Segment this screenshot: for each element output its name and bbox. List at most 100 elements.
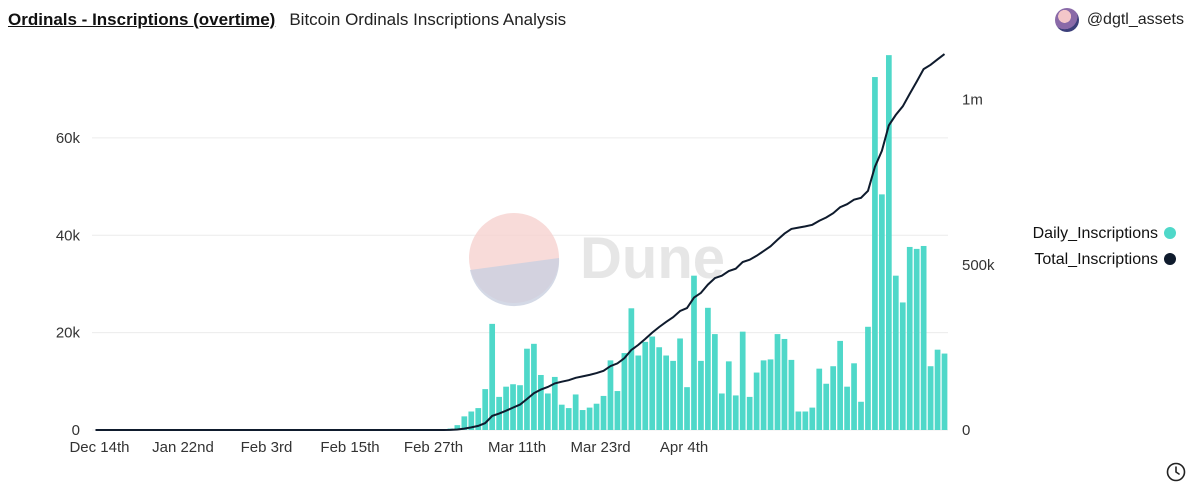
bar-daily-inscriptions[interactable] (538, 374, 544, 430)
chart-subtitle: Bitcoin Ordinals Inscriptions Analysis (289, 10, 567, 29)
bar-daily-inscriptions[interactable] (607, 360, 614, 430)
x-tick-label: Feb 3rd (241, 439, 293, 456)
bar-daily-inscriptions[interactable] (844, 386, 850, 430)
x-tick-label: Feb 27th (404, 439, 463, 456)
avatar (1054, 8, 1079, 32)
y-right-tick-label: 0 (962, 422, 970, 439)
bar-daily-inscriptions[interactable] (858, 401, 864, 430)
bar-daily-inscriptions[interactable] (524, 348, 530, 430)
x-tick-label: Apr 4th (660, 439, 708, 456)
bar-daily-inscriptions[interactable] (579, 410, 586, 430)
bar-daily-inscriptions[interactable] (746, 396, 753, 430)
total-inscriptions-line (95, 53, 946, 431)
bar-daily-inscriptions[interactable] (489, 323, 496, 430)
bar-daily-inscriptions[interactable] (788, 359, 795, 430)
bar-daily-inscriptions[interactable] (558, 404, 565, 430)
bar-daily-inscriptions[interactable] (649, 336, 656, 430)
bar-daily-inscriptions[interactable] (656, 347, 663, 430)
bar-daily-inscriptions[interactable] (572, 394, 579, 430)
bar-daily-inscriptions[interactable] (892, 275, 899, 430)
legend-marker (1164, 227, 1176, 239)
bar-daily-inscriptions[interactable] (565, 408, 572, 430)
bar-daily-inscriptions[interactable] (503, 386, 509, 430)
x-axis-ticks: Dec 14th Jan 22nd Feb 3rd Feb 15th Feb 27th M… (69, 439, 708, 456)
bar-daily-inscriptions[interactable] (941, 353, 948, 430)
bar-daily-inscriptions[interactable] (767, 359, 774, 430)
y-left-tick-label: 20k (56, 325, 81, 342)
chart-title-link[interactable]: Ordinals - Inscriptions (overtime) (8, 10, 276, 29)
legend-label[interactable]: Total_Inscriptions (1034, 251, 1158, 268)
bar-daily-inscriptions[interactable] (517, 385, 523, 430)
bar-daily-inscriptions[interactable] (795, 411, 802, 431)
bar-daily-inscriptions[interactable] (809, 407, 816, 430)
bar-daily-inscriptions[interactable] (691, 275, 697, 430)
bar-daily-inscriptions[interactable] (753, 372, 760, 430)
legend-label[interactable]: Daily_Inscriptions (1033, 225, 1158, 242)
bar-daily-inscriptions[interactable] (774, 334, 781, 430)
bar-daily-inscriptions[interactable] (913, 248, 920, 430)
bar-daily-inscriptions[interactable] (621, 353, 628, 430)
bar-daily-inscriptions[interactable] (830, 366, 837, 430)
bar-daily-inscriptions[interactable] (920, 245, 927, 430)
author-handle: @dgtl_assets (1086, 11, 1184, 28)
bar-daily-inscriptions[interactable] (468, 411, 475, 431)
bar-daily-inscriptions[interactable] (531, 343, 537, 430)
bar-daily-inscriptions[interactable] (823, 383, 830, 430)
daily-inscriptions-bars (440, 55, 948, 431)
y-right-axis-ticks: 0 500k 1m (962, 92, 995, 439)
x-tick-label: Mar 11th (488, 439, 546, 456)
bar-daily-inscriptions[interactable] (482, 389, 489, 430)
bar-daily-inscriptions[interactable] (544, 393, 551, 430)
bar-daily-inscriptions[interactable] (628, 308, 635, 430)
bar-daily-inscriptions[interactable] (906, 246, 913, 430)
bar-daily-inscriptions[interactable] (837, 340, 843, 430)
bar-daily-inscriptions[interactable] (879, 194, 885, 430)
bar-daily-inscriptions[interactable] (698, 360, 704, 430)
y-left-tick-label: 0 (72, 422, 80, 439)
clock-icon[interactable] (1166, 462, 1186, 482)
y-right-tick-label: 1m (962, 92, 983, 109)
bar-daily-inscriptions[interactable] (816, 368, 823, 430)
y-left-axis-ticks: 0 20k 40k 60k (56, 130, 81, 439)
bar-daily-inscriptions[interactable] (684, 387, 690, 430)
bar-daily-inscriptions[interactable] (725, 361, 732, 430)
bar-daily-inscriptions[interactable] (551, 376, 558, 430)
legend-marker (1164, 253, 1176, 265)
bar-daily-inscriptions[interactable] (718, 393, 725, 430)
bar-daily-inscriptions[interactable] (732, 395, 739, 430)
y-right-tick-label: 500k (962, 257, 995, 274)
bar-daily-inscriptions[interactable] (885, 55, 892, 430)
bar-daily-inscriptions[interactable] (670, 360, 676, 430)
bar-daily-inscriptions[interactable] (454, 425, 461, 430)
bar-daily-inscriptions[interactable] (781, 338, 788, 430)
bar-daily-inscriptions[interactable] (600, 395, 607, 430)
bar-daily-inscriptions[interactable] (635, 355, 642, 430)
bar-daily-inscriptions[interactable] (760, 360, 767, 430)
bar-daily-inscriptions[interactable] (663, 355, 669, 430)
bar-daily-inscriptions[interactable] (705, 307, 711, 430)
legend: Daily_Inscriptions Total_Inscriptions (1033, 225, 1176, 268)
bar-daily-inscriptions[interactable] (677, 338, 683, 430)
y-left-tick-label: 60k (56, 130, 81, 147)
bar-daily-inscriptions[interactable] (802, 411, 809, 431)
bar-daily-inscriptions[interactable] (461, 416, 468, 430)
bar-daily-inscriptions[interactable] (642, 341, 649, 430)
chart-header: Ordinals - Inscriptions (overtime) Bitco… (8, 6, 566, 34)
bar-daily-inscriptions[interactable] (739, 331, 746, 430)
bar-daily-inscriptions[interactable] (475, 408, 482, 430)
bar-daily-inscriptions[interactable] (851, 363, 857, 430)
bar-daily-inscriptions[interactable] (614, 391, 621, 430)
bar-daily-inscriptions[interactable] (899, 302, 906, 430)
bar-daily-inscriptions[interactable] (872, 77, 878, 430)
watermark-text: Dune (580, 226, 725, 291)
x-tick-label: Feb 15th (320, 439, 379, 456)
bar-daily-inscriptions[interactable] (865, 326, 871, 430)
author-profile-link[interactable]: @dgtl_assets (1054, 6, 1184, 34)
bar-daily-inscriptions[interactable] (593, 403, 600, 430)
x-tick-label: Mar 23rd (571, 439, 631, 456)
bar-daily-inscriptions[interactable] (712, 334, 718, 430)
bar-daily-inscriptions[interactable] (934, 349, 941, 430)
bar-daily-inscriptions[interactable] (586, 407, 593, 430)
bar-daily-inscriptions[interactable] (927, 366, 934, 430)
